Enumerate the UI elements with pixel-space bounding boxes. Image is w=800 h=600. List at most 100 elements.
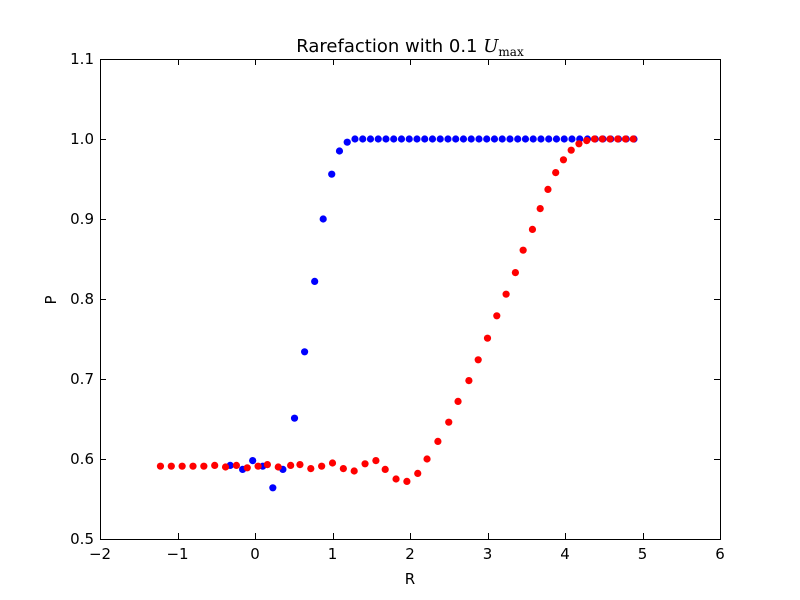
data-point — [536, 205, 544, 213]
y-tick-label: 1.1 — [70, 50, 94, 68]
data-point — [436, 135, 444, 143]
data-point — [287, 461, 295, 469]
data-point — [178, 462, 186, 470]
data-point — [421, 135, 429, 143]
data-point — [590, 135, 599, 143]
data-point — [444, 135, 452, 143]
data-point — [328, 170, 336, 178]
x-axis-label: R — [405, 570, 415, 588]
data-point — [343, 138, 351, 146]
x-tick-label: −2 — [89, 545, 111, 563]
data-point — [243, 464, 251, 472]
data-point — [511, 269, 519, 277]
data-point — [568, 135, 576, 143]
x-tick-label: 1 — [328, 545, 338, 563]
data-point — [528, 225, 537, 233]
y-tick-label: 0.5 — [70, 530, 94, 548]
data-point — [467, 135, 475, 143]
x-tick-label: 6 — [715, 545, 725, 563]
data-point — [544, 185, 552, 193]
data-point — [221, 463, 230, 471]
data-point — [465, 377, 473, 385]
data-point — [414, 469, 422, 477]
data-point — [382, 135, 390, 143]
data-point — [621, 135, 630, 143]
data-point — [156, 462, 165, 470]
y-axis-label: P — [42, 295, 60, 304]
data-point — [211, 461, 219, 469]
data-point — [339, 465, 347, 473]
data-point — [521, 135, 530, 143]
data-point — [598, 135, 606, 143]
ticks-layer: −2 −1 0 1 2 3 4 5 6 0.5 0.6 0.7 0.8 0.9 1.0 1.1 — [70, 50, 725, 563]
data-point — [502, 290, 510, 298]
x-tick-label: 3 — [483, 545, 493, 563]
chart-title-text: Rarefaction with 0.1 — [296, 36, 483, 57]
data-point — [232, 461, 240, 469]
data-point — [459, 135, 468, 143]
data-point — [583, 137, 591, 145]
data-point — [269, 484, 277, 492]
chart-title-subscript: max — [498, 45, 524, 59]
data-point — [428, 135, 437, 143]
data-point — [328, 459, 337, 467]
data-point — [529, 135, 537, 143]
data-point — [301, 348, 309, 356]
data-point — [629, 135, 637, 143]
y-tick-label: 0.7 — [70, 370, 94, 388]
data-point — [374, 135, 382, 143]
data-point — [560, 135, 568, 143]
data-point — [167, 462, 175, 470]
data-point — [381, 465, 389, 473]
data-point — [359, 135, 367, 143]
data-point — [296, 461, 304, 469]
data-point — [452, 135, 460, 143]
data-point — [390, 135, 398, 143]
data-point — [614, 135, 622, 143]
data-point — [403, 477, 411, 485]
data-point — [413, 135, 421, 143]
data-point — [263, 461, 271, 469]
data-point — [290, 414, 299, 422]
data-point — [575, 140, 583, 148]
data-point — [493, 312, 501, 320]
x-tick-label: −1 — [166, 545, 188, 563]
data-point — [483, 135, 491, 143]
data-point — [519, 246, 527, 254]
data-point — [361, 460, 369, 468]
data-point — [311, 277, 319, 285]
chart-title: Rarefaction with 0.1 Umax — [296, 36, 524, 59]
data-point — [200, 462, 208, 470]
data-point — [545, 135, 553, 143]
data-point — [372, 457, 380, 465]
data-point — [567, 146, 575, 154]
series-red — [156, 135, 637, 485]
chart-title-math: U — [483, 36, 499, 57]
series-blue — [226, 135, 638, 492]
data-point — [397, 135, 406, 143]
data-point — [475, 135, 483, 143]
data-point — [189, 462, 197, 470]
data-point — [249, 457, 257, 465]
data-point — [483, 334, 492, 342]
data-point — [454, 397, 462, 405]
data-point — [514, 135, 522, 143]
data-point — [392, 475, 400, 483]
data-point — [506, 135, 514, 143]
data-point — [405, 135, 413, 143]
data-point — [254, 462, 262, 470]
y-tick-label: 1.0 — [70, 130, 94, 148]
data-point — [423, 455, 431, 463]
x-tick-label: 0 — [250, 545, 260, 563]
x-tick-label: 5 — [638, 545, 648, 563]
data-point — [537, 135, 545, 143]
data-point — [307, 465, 315, 473]
data-point — [498, 135, 506, 143]
data-point — [318, 462, 326, 470]
y-tick-label: 0.8 — [70, 290, 94, 308]
x-tick-label: 2 — [405, 545, 415, 563]
data-point — [490, 135, 499, 143]
y-tick-label: 0.9 — [70, 210, 94, 228]
